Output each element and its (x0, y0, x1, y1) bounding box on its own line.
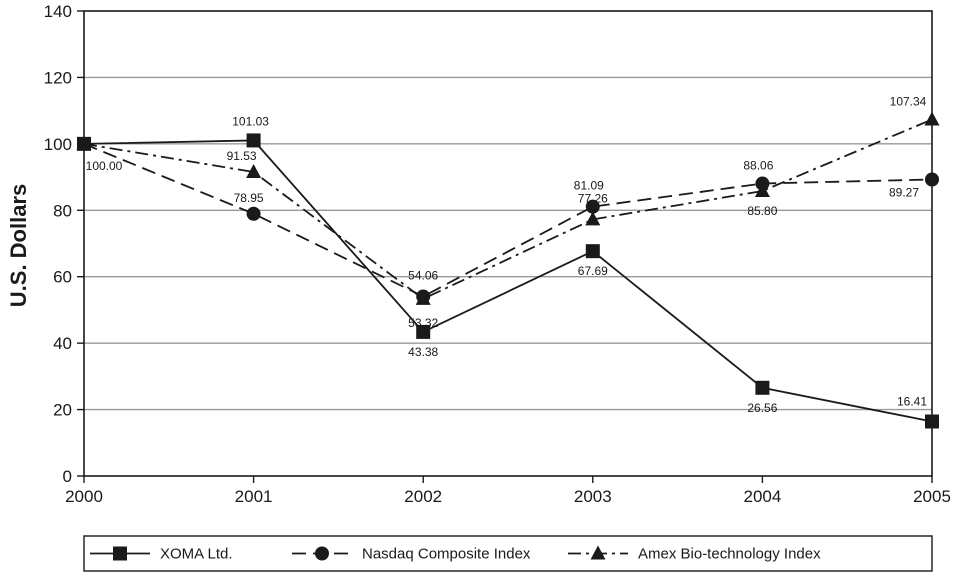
point-amex-bio-technology-index-2002 (415, 290, 431, 305)
y-tick-label-100: 100 (44, 135, 72, 154)
point-xoma-ltd-2003 (585, 244, 600, 259)
data-label-xoma-ltd-2004: 26.56 (747, 401, 777, 415)
series-markers (76, 111, 940, 429)
legend-marker-xoma-ltd (113, 546, 127, 561)
point-amex-bio-technology-index-2001 (246, 163, 262, 178)
data-label-xoma-ltd-2003: 67.69 (578, 264, 608, 278)
y-tick-label-20: 20 (53, 401, 72, 420)
series-line-nasdaq-composite-index (83, 143, 933, 298)
plot-frame (83, 10, 933, 477)
data-label-amex-bio-technology-index-2001: 91.53 (227, 149, 257, 163)
x-tick-label-2005: 2005 (913, 487, 951, 506)
data-label-xoma-ltd-2000: 100.00 (86, 159, 123, 173)
data-label-amex-bio-technology-index-2005: 107.34 (890, 94, 927, 108)
x-tick-label-2001: 2001 (235, 487, 273, 506)
point-amex-bio-technology-index-2005 (924, 111, 940, 126)
y-tick-label-60: 60 (53, 268, 72, 287)
data-label-amex-bio-technology-index-2002: 53.32 (408, 316, 438, 330)
y-axis-label: U.S. Dollars (6, 184, 31, 307)
legend-label-xoma-ltd: XOMA Ltd. (160, 546, 233, 563)
data-label-amex-bio-technology-index-2004: 85.80 (747, 204, 777, 218)
point-xoma-ltd-2005 (925, 414, 939, 429)
point-nasdaq-composite-index-2001 (246, 206, 261, 221)
data-label-xoma-ltd-2005: 16.41 (897, 394, 927, 408)
data-label-xoma-ltd-2001: 101.03 (232, 114, 269, 128)
x-tick-label-2003: 2003 (574, 487, 612, 506)
x-tick-label-2002: 2002 (404, 487, 442, 506)
point-nasdaq-composite-index-2003 (585, 199, 600, 214)
series-line-amex-bio-technology-index (83, 118, 933, 300)
x-tick-label-2000: 2000 (65, 487, 103, 506)
x-tick-label-2004: 2004 (743, 487, 781, 506)
data-label-nasdaq-composite-index-2004: 88.06 (743, 159, 773, 173)
data-label-nasdaq-composite-index-2003: 81.09 (574, 179, 604, 193)
y-tick-label-0: 0 (63, 467, 72, 486)
point-nasdaq-composite-index-2005 (925, 172, 939, 187)
data-label-nasdaq-composite-index-2002: 54.06 (408, 268, 438, 282)
data-label-nasdaq-composite-index-2001: 78.95 (234, 191, 264, 205)
point-amex-bio-technology-index-2003 (585, 211, 601, 226)
y-tick-label-140: 140 (44, 2, 72, 21)
point-amex-bio-technology-index-2000 (76, 135, 92, 150)
axes: 0 20 40 60 80 100 120 140 2000 2001 2002 2003 2004 20… (44, 2, 951, 506)
gridlines (84, 76, 932, 411)
legend-marker-nasdaq-composite-index (315, 546, 329, 561)
y-tick-label-120: 120 (44, 68, 72, 87)
legend: XOMA Ltd. Nasdaq Composite Index Amex Bio-… (83, 535, 933, 572)
legend-label-amex-bio-technology-index: Amex Bio-technology Index (638, 546, 821, 563)
series-lines (83, 118, 933, 423)
point-amex-bio-technology-index-2004 (754, 183, 770, 198)
y-tick-label-40: 40 (53, 334, 72, 353)
data-label-nasdaq-composite-index-2005: 89.27 (889, 185, 919, 199)
point-xoma-ltd-2004 (755, 380, 770, 395)
legend-label-nasdaq-composite-index: Nasdaq Composite Index (362, 546, 531, 563)
data-label-amex-bio-technology-index-2003: 77.26 (578, 191, 608, 205)
legend-marker-amex-bio-technology-index (590, 545, 606, 560)
y-tick-label-80: 80 (53, 201, 72, 220)
point-xoma-ltd-2002 (416, 324, 431, 339)
data-labels: 100.00 101.03 43.38 67.69 26.56 16.41 78.95 54.… (86, 94, 928, 414)
legend-box (83, 535, 933, 572)
point-xoma-ltd-2001 (246, 133, 261, 148)
data-label-xoma-ltd-2002: 43.38 (408, 345, 438, 359)
series-line-xoma-ltd (83, 139, 933, 423)
